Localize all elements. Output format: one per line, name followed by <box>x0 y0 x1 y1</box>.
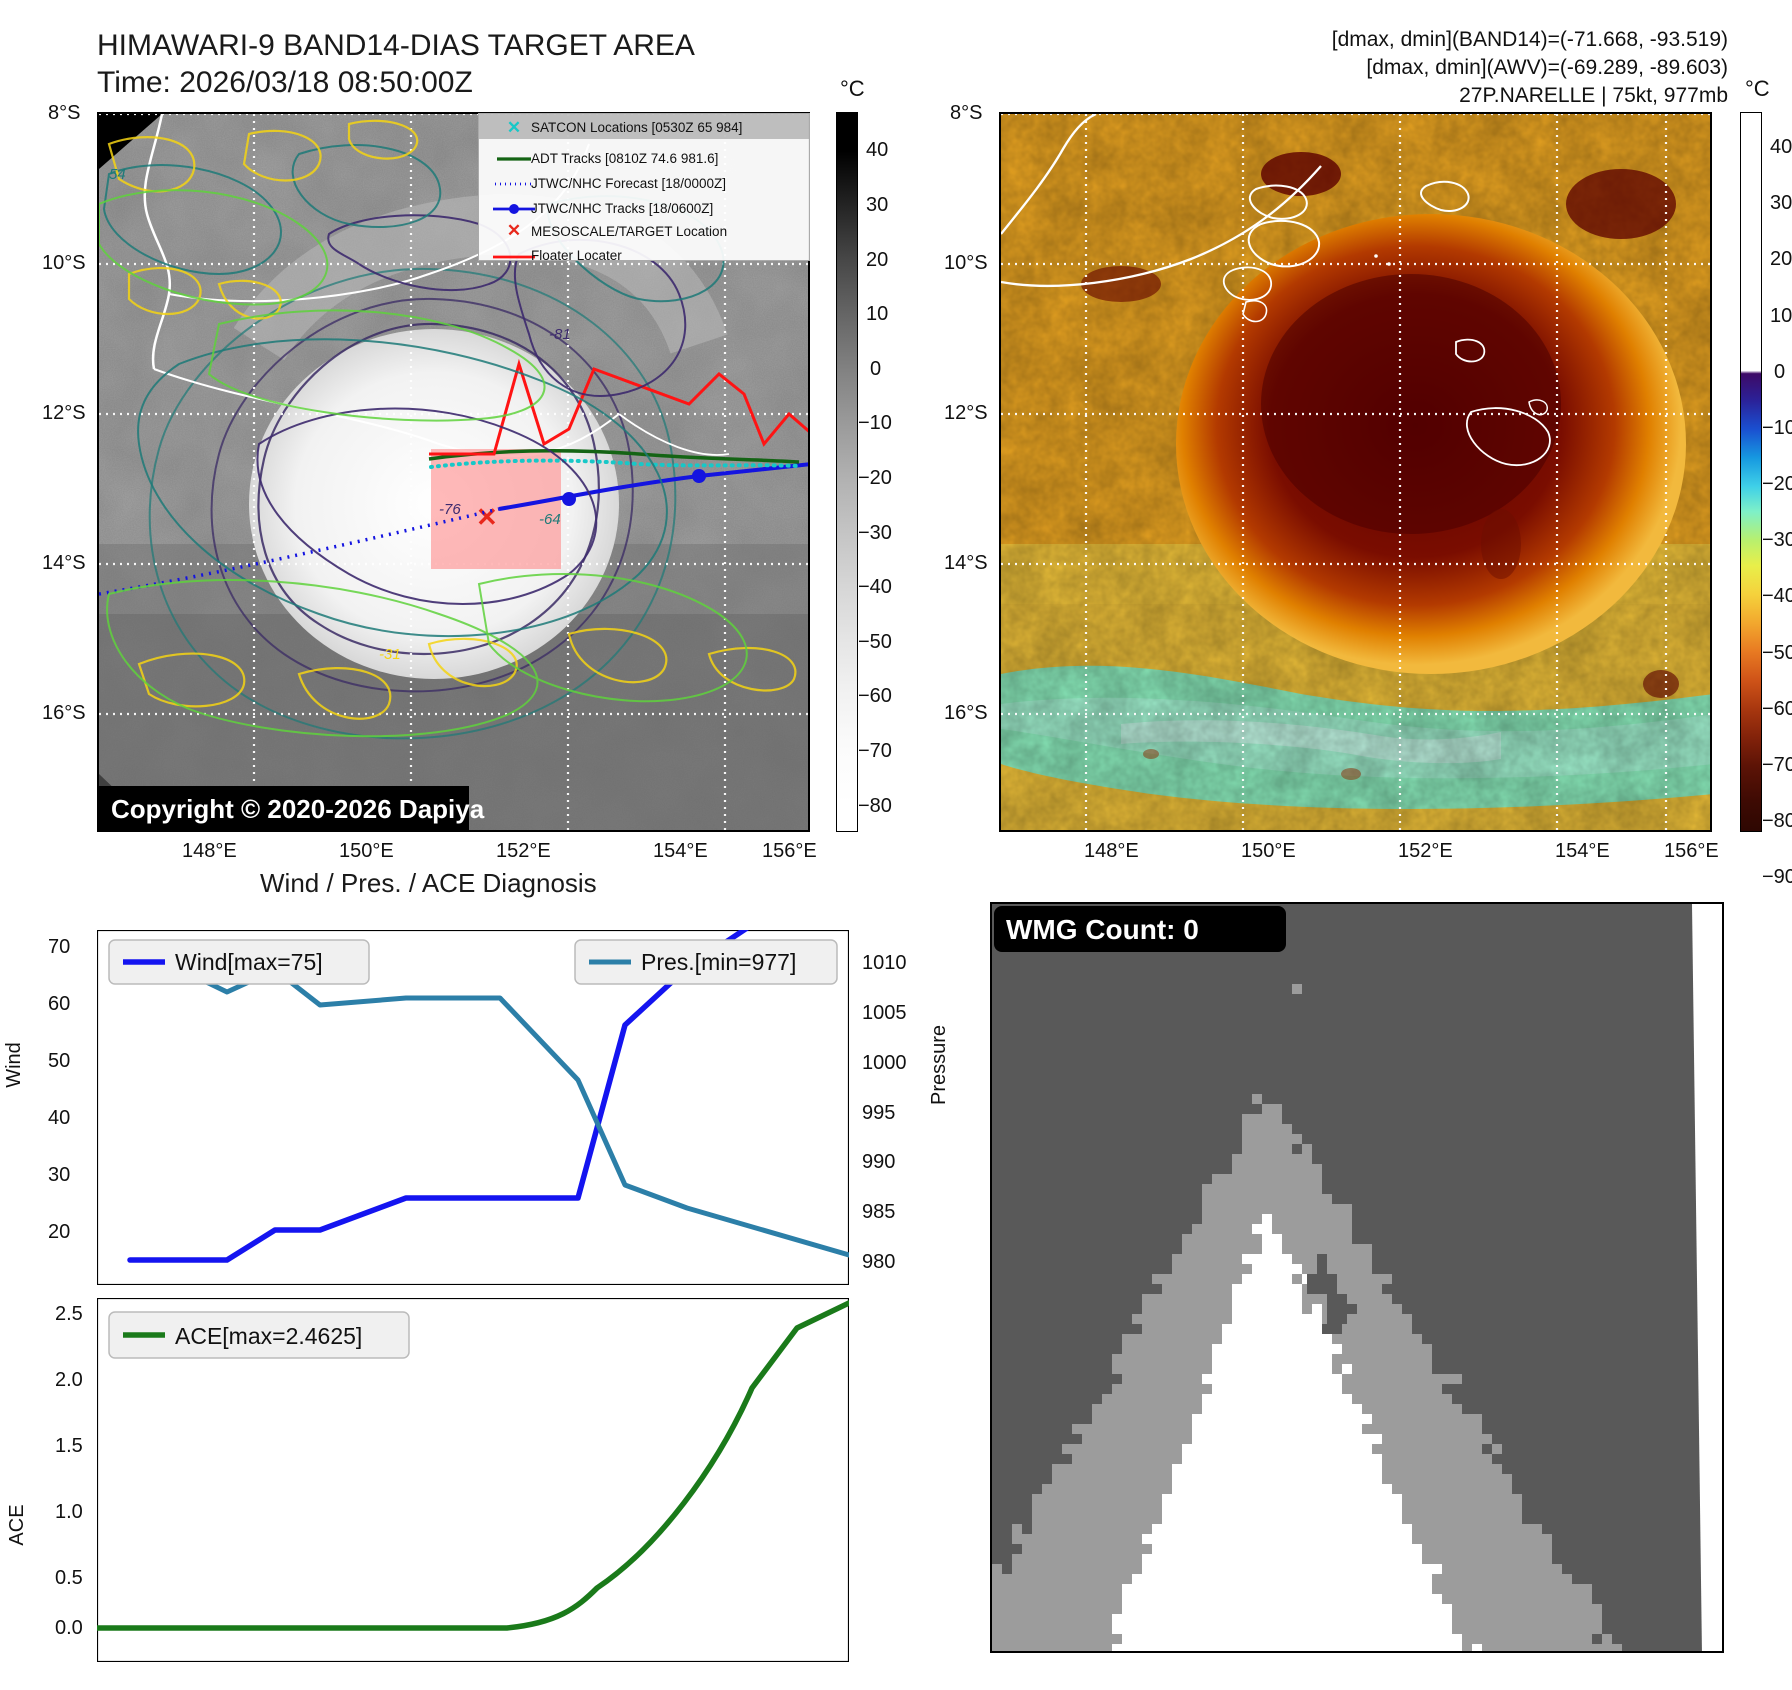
svg-text:-81: -81 <box>549 326 571 343</box>
svg-text:-31: -31 <box>379 646 401 663</box>
svg-text:Pressure: Pressure <box>928 1025 950 1105</box>
svg-text:54: 54 <box>109 166 126 183</box>
svg-text:Copyright © 2020-2026 Dapiya: Copyright © 2020-2026 Dapiya <box>111 794 485 824</box>
svg-text:ACE: ACE <box>6 1504 28 1545</box>
svg-text:JTWC/NHC Forecast [18/0000Z]: JTWC/NHC Forecast [18/0000Z] <box>531 176 726 191</box>
svg-text:ACE[max=2.4625]: ACE[max=2.4625] <box>175 1323 362 1349</box>
svg-text:Wind: Wind <box>3 1042 25 1088</box>
svg-text:WMG Count: 0: WMG Count: 0 <box>1006 914 1199 945</box>
svg-text:ADT Tracks [0810Z 74.6 981.6]: ADT Tracks [0810Z 74.6 981.6] <box>531 151 718 166</box>
svg-text:✕: ✕ <box>507 221 521 240</box>
svg-text:-64: -64 <box>539 511 561 528</box>
svg-text:✕: ✕ <box>476 502 498 532</box>
svg-text:✕: ✕ <box>507 118 521 137</box>
svg-text:JTWC/NHC Tracks [18/0600Z]: JTWC/NHC Tracks [18/0600Z] <box>531 201 713 216</box>
svg-text:MESOSCALE/TARGET Location: MESOSCALE/TARGET Location <box>531 224 727 239</box>
svg-text:Floater Locater: Floater Locater <box>531 248 622 261</box>
svg-text:SATCON Locations [0530Z 65 984: SATCON Locations [0530Z 65 984] <box>531 120 742 135</box>
svg-text:Wind[max=75]: Wind[max=75] <box>175 949 323 975</box>
svg-text:Pres.[min=977]: Pres.[min=977] <box>641 949 796 975</box>
svg-text:-76: -76 <box>439 501 461 518</box>
